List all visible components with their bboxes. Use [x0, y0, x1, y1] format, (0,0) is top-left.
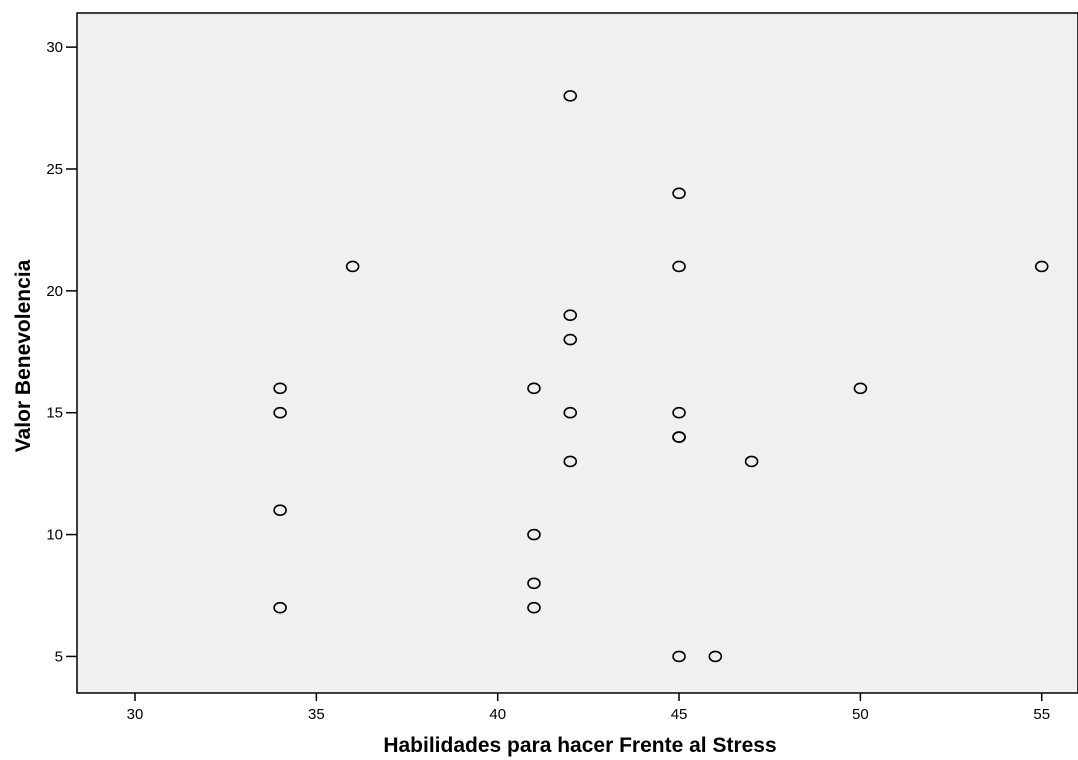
scatter-point: [672, 260, 686, 273]
scatter-point: [672, 650, 686, 663]
y-axis-ticks: 5 10 15 20 25 30: [46, 39, 77, 665]
scatter-point: [527, 528, 541, 541]
y-axis-title: Valor Benevolencia: [12, 259, 35, 452]
scatter-point: [563, 455, 578, 468]
scatter-point: [672, 431, 686, 443]
scatter-point: [672, 406, 686, 419]
y-tick-label: 15: [46, 405, 63, 422]
y-tick-label: 5: [55, 648, 63, 665]
x-tick-label: 30: [127, 706, 144, 723]
y-tick-label: 30: [46, 39, 63, 56]
scatter-point: [563, 333, 578, 346]
scatter-point: [345, 260, 360, 273]
x-axis-ticks: 30 35 40 45 50 55: [127, 693, 1050, 723]
scatter-point: [853, 382, 868, 395]
scatter-point: [273, 406, 287, 419]
scatter-point: [563, 90, 578, 102]
scatter-point: [527, 382, 541, 395]
x-tick-label: 55: [1033, 706, 1050, 723]
scatter-point: [527, 577, 541, 590]
scatter-point: [527, 601, 541, 614]
scatter-point: [1034, 260, 1049, 273]
scatter-point: [744, 455, 759, 468]
x-tick-label: 35: [308, 706, 325, 723]
scatter-point: [563, 309, 578, 322]
y-tick-label: 25: [46, 161, 63, 178]
scatter-point: [672, 187, 686, 200]
x-tick-label: 50: [852, 706, 869, 723]
x-tick-label: 45: [671, 706, 688, 723]
data-points: [273, 90, 1049, 663]
scatter-point: [273, 601, 287, 614]
scatter-point: [273, 382, 287, 395]
scatter-point: [708, 650, 723, 663]
x-axis-title: Habilidades para hacer Frente al Stress: [383, 734, 776, 757]
scatter-point: [273, 504, 287, 517]
y-tick-label: 10: [46, 527, 63, 544]
x-tick-label: 40: [489, 706, 506, 723]
y-tick-label: 20: [46, 283, 63, 300]
scatter-point: [563, 406, 578, 419]
plot-area: [76, 12, 1078, 694]
